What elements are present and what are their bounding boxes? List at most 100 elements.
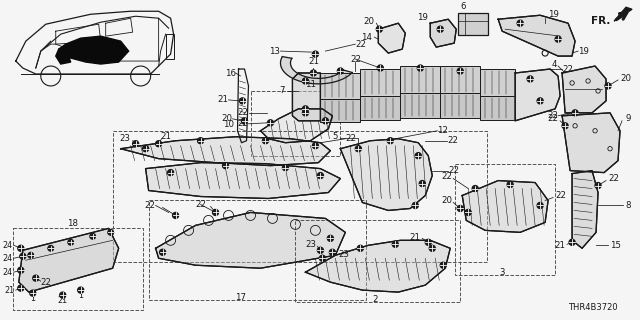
Circle shape [18,267,24,273]
Circle shape [268,120,273,126]
Text: 2: 2 [372,295,378,304]
Circle shape [20,253,26,259]
Circle shape [555,36,561,42]
Text: 4: 4 [552,60,557,68]
Circle shape [527,76,533,82]
Text: 22: 22 [237,119,248,128]
Circle shape [457,205,463,212]
Circle shape [303,78,308,84]
Bar [480,69,515,96]
Text: 22: 22 [237,108,248,117]
Circle shape [132,141,139,147]
Circle shape [303,110,308,116]
Text: 6: 6 [460,2,466,11]
Bar [360,96,400,120]
Polygon shape [614,7,632,21]
Text: 24: 24 [3,241,13,250]
Text: 22: 22 [145,201,156,210]
Text: 13: 13 [269,47,280,56]
Circle shape [392,241,398,247]
Circle shape [312,143,319,149]
Text: 22: 22 [547,111,558,120]
Bar [440,66,480,94]
Circle shape [537,98,543,104]
Text: 21: 21 [4,286,15,295]
Circle shape [319,255,325,261]
Polygon shape [19,228,118,292]
Text: 19: 19 [548,10,559,19]
Polygon shape [462,180,548,232]
Circle shape [417,65,423,71]
Bar [400,93,440,118]
Circle shape [562,123,568,129]
Bar [13,228,143,310]
Circle shape [312,51,319,57]
Text: 20: 20 [620,75,631,84]
Circle shape [77,287,84,293]
Bar [296,220,460,302]
Text: 20: 20 [364,17,374,26]
Polygon shape [562,66,606,113]
Circle shape [303,106,308,112]
Polygon shape [292,73,321,121]
Circle shape [415,153,421,159]
Bar [321,99,360,122]
Circle shape [241,118,248,124]
Polygon shape [56,49,71,64]
Circle shape [156,141,162,147]
Circle shape [198,138,204,144]
Text: 23: 23 [339,250,349,259]
Text: 1: 1 [78,291,83,300]
Text: 24: 24 [3,268,13,277]
Text: 22: 22 [346,134,356,143]
Circle shape [419,180,425,187]
Text: THR4B3720: THR4B3720 [568,303,618,312]
Text: 21: 21 [58,296,68,305]
Circle shape [310,70,316,76]
Circle shape [323,118,328,124]
Text: 12: 12 [437,126,448,135]
Polygon shape [305,240,451,292]
Polygon shape [156,212,346,268]
Circle shape [507,181,513,188]
Bar [113,131,487,262]
Bar [455,164,555,275]
Text: 18: 18 [67,220,78,228]
Text: 24: 24 [3,254,13,263]
Circle shape [18,285,24,291]
Circle shape [48,245,54,251]
Bar [458,13,488,35]
Text: 23: 23 [120,134,131,143]
Text: 22: 22 [41,278,52,287]
Text: 21: 21 [218,95,228,104]
Polygon shape [59,36,129,64]
Circle shape [440,262,446,268]
Circle shape [337,68,344,74]
Text: 11: 11 [305,80,316,89]
Polygon shape [340,139,432,211]
Circle shape [437,26,444,32]
Text: 19: 19 [417,13,428,22]
Text: FR.: FR. [591,16,610,26]
Circle shape [378,65,383,71]
Bar [440,93,480,118]
Polygon shape [121,137,330,166]
Circle shape [429,245,435,251]
Circle shape [328,235,333,241]
Circle shape [90,234,95,239]
Text: 20: 20 [441,196,452,205]
Polygon shape [280,57,352,84]
Text: 22: 22 [547,114,558,123]
Text: 15: 15 [610,241,621,250]
Circle shape [68,240,74,245]
Circle shape [572,110,578,116]
Text: 21: 21 [161,132,172,141]
Bar [360,69,400,96]
Circle shape [28,252,33,258]
Text: 21: 21 [410,233,420,242]
Text: 10: 10 [223,120,234,129]
Circle shape [30,290,36,296]
Text: 22: 22 [447,136,458,145]
Bar [250,91,340,156]
Text: 14: 14 [362,33,372,42]
